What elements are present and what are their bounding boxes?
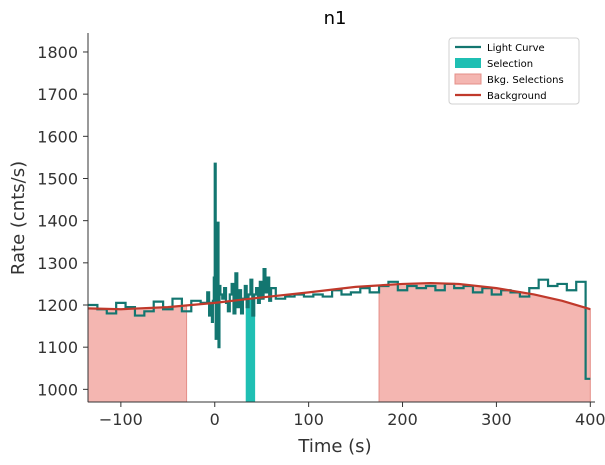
- x-tick-label: 0: [210, 410, 220, 429]
- chart-title: n1: [324, 8, 347, 29]
- legend-box: [448, 37, 580, 105]
- selection-region-0: [245, 298, 256, 402]
- x-tick-label: 300: [481, 410, 512, 429]
- legend-selection-swatch: [455, 58, 481, 68]
- x-tick-label: −100: [99, 410, 143, 429]
- y-tick-label: 1400: [37, 212, 78, 231]
- legend: Light Curve Selection Bkg. Selections Backg…: [448, 37, 580, 105]
- bkg-selection-region-0: [87, 304, 188, 403]
- background-curve: [87, 281, 591, 311]
- x-axis-label: Time (s): [297, 436, 371, 457]
- legend-bkg-selection-swatch: [454, 73, 482, 85]
- legend-entry-label: Selection: [487, 59, 533, 70]
- plot-area: −100 0 100 200 300 400 1000 1100 1200 1300 1400 150…: [37, 33, 605, 429]
- x-tick-label: 200: [387, 410, 418, 429]
- legend-entry-label: Background: [487, 91, 547, 102]
- x-tick-label: 400: [575, 410, 605, 429]
- y-tick-label: 1000: [37, 380, 78, 399]
- legend-entry-label: Light Curve: [487, 43, 545, 54]
- light-curve-line: [88, 162, 591, 380]
- y-tick-label: 1800: [37, 43, 78, 62]
- legend-entry-label: Bkg. Selections: [487, 75, 564, 86]
- y-tick-label: 1700: [37, 85, 78, 104]
- x-tick-label: 100: [293, 410, 324, 429]
- y-tick-label: 1300: [37, 254, 78, 273]
- y-tick-label: 1600: [37, 127, 78, 146]
- y-tick-label: 1500: [37, 169, 78, 188]
- y-tick-label: 1200: [37, 296, 78, 315]
- y-tick-label: 1100: [37, 338, 78, 357]
- y-axis-label: Rate (cnts/s): [8, 161, 29, 275]
